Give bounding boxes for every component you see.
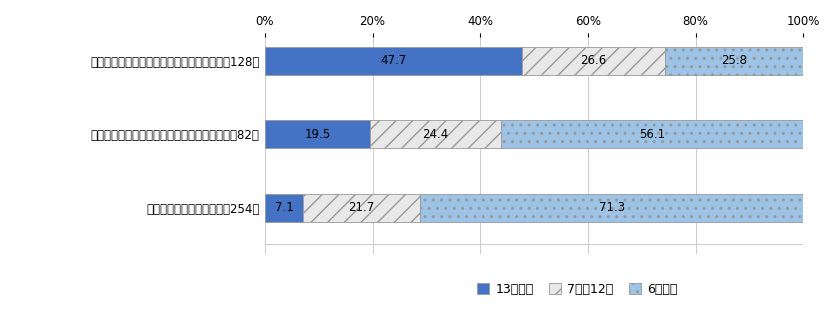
Text: 56.1: 56.1 xyxy=(638,128,664,141)
Bar xyxy=(664,47,803,75)
Text: 26.6: 26.6 xyxy=(580,55,605,68)
Text: 24.4: 24.4 xyxy=(422,128,448,141)
Text: 25.8: 25.8 xyxy=(720,55,747,68)
Bar xyxy=(500,120,802,148)
Text: 47.7: 47.7 xyxy=(380,55,406,68)
Text: 7.1: 7.1 xyxy=(275,201,293,214)
Legend: 13点以上, 7点～12点, 6点以下: 13点以上, 7点～12点, 6点以下 xyxy=(471,278,681,301)
Bar xyxy=(419,194,803,222)
Bar xyxy=(303,194,419,222)
Text: 71.3: 71.3 xyxy=(598,201,624,214)
Bar xyxy=(521,47,664,75)
Bar xyxy=(265,47,521,75)
Bar xyxy=(265,120,370,148)
Text: 21.7: 21.7 xyxy=(348,201,375,214)
Bar xyxy=(370,120,500,148)
Text: 19.5: 19.5 xyxy=(304,128,330,141)
Bar xyxy=(265,194,303,222)
